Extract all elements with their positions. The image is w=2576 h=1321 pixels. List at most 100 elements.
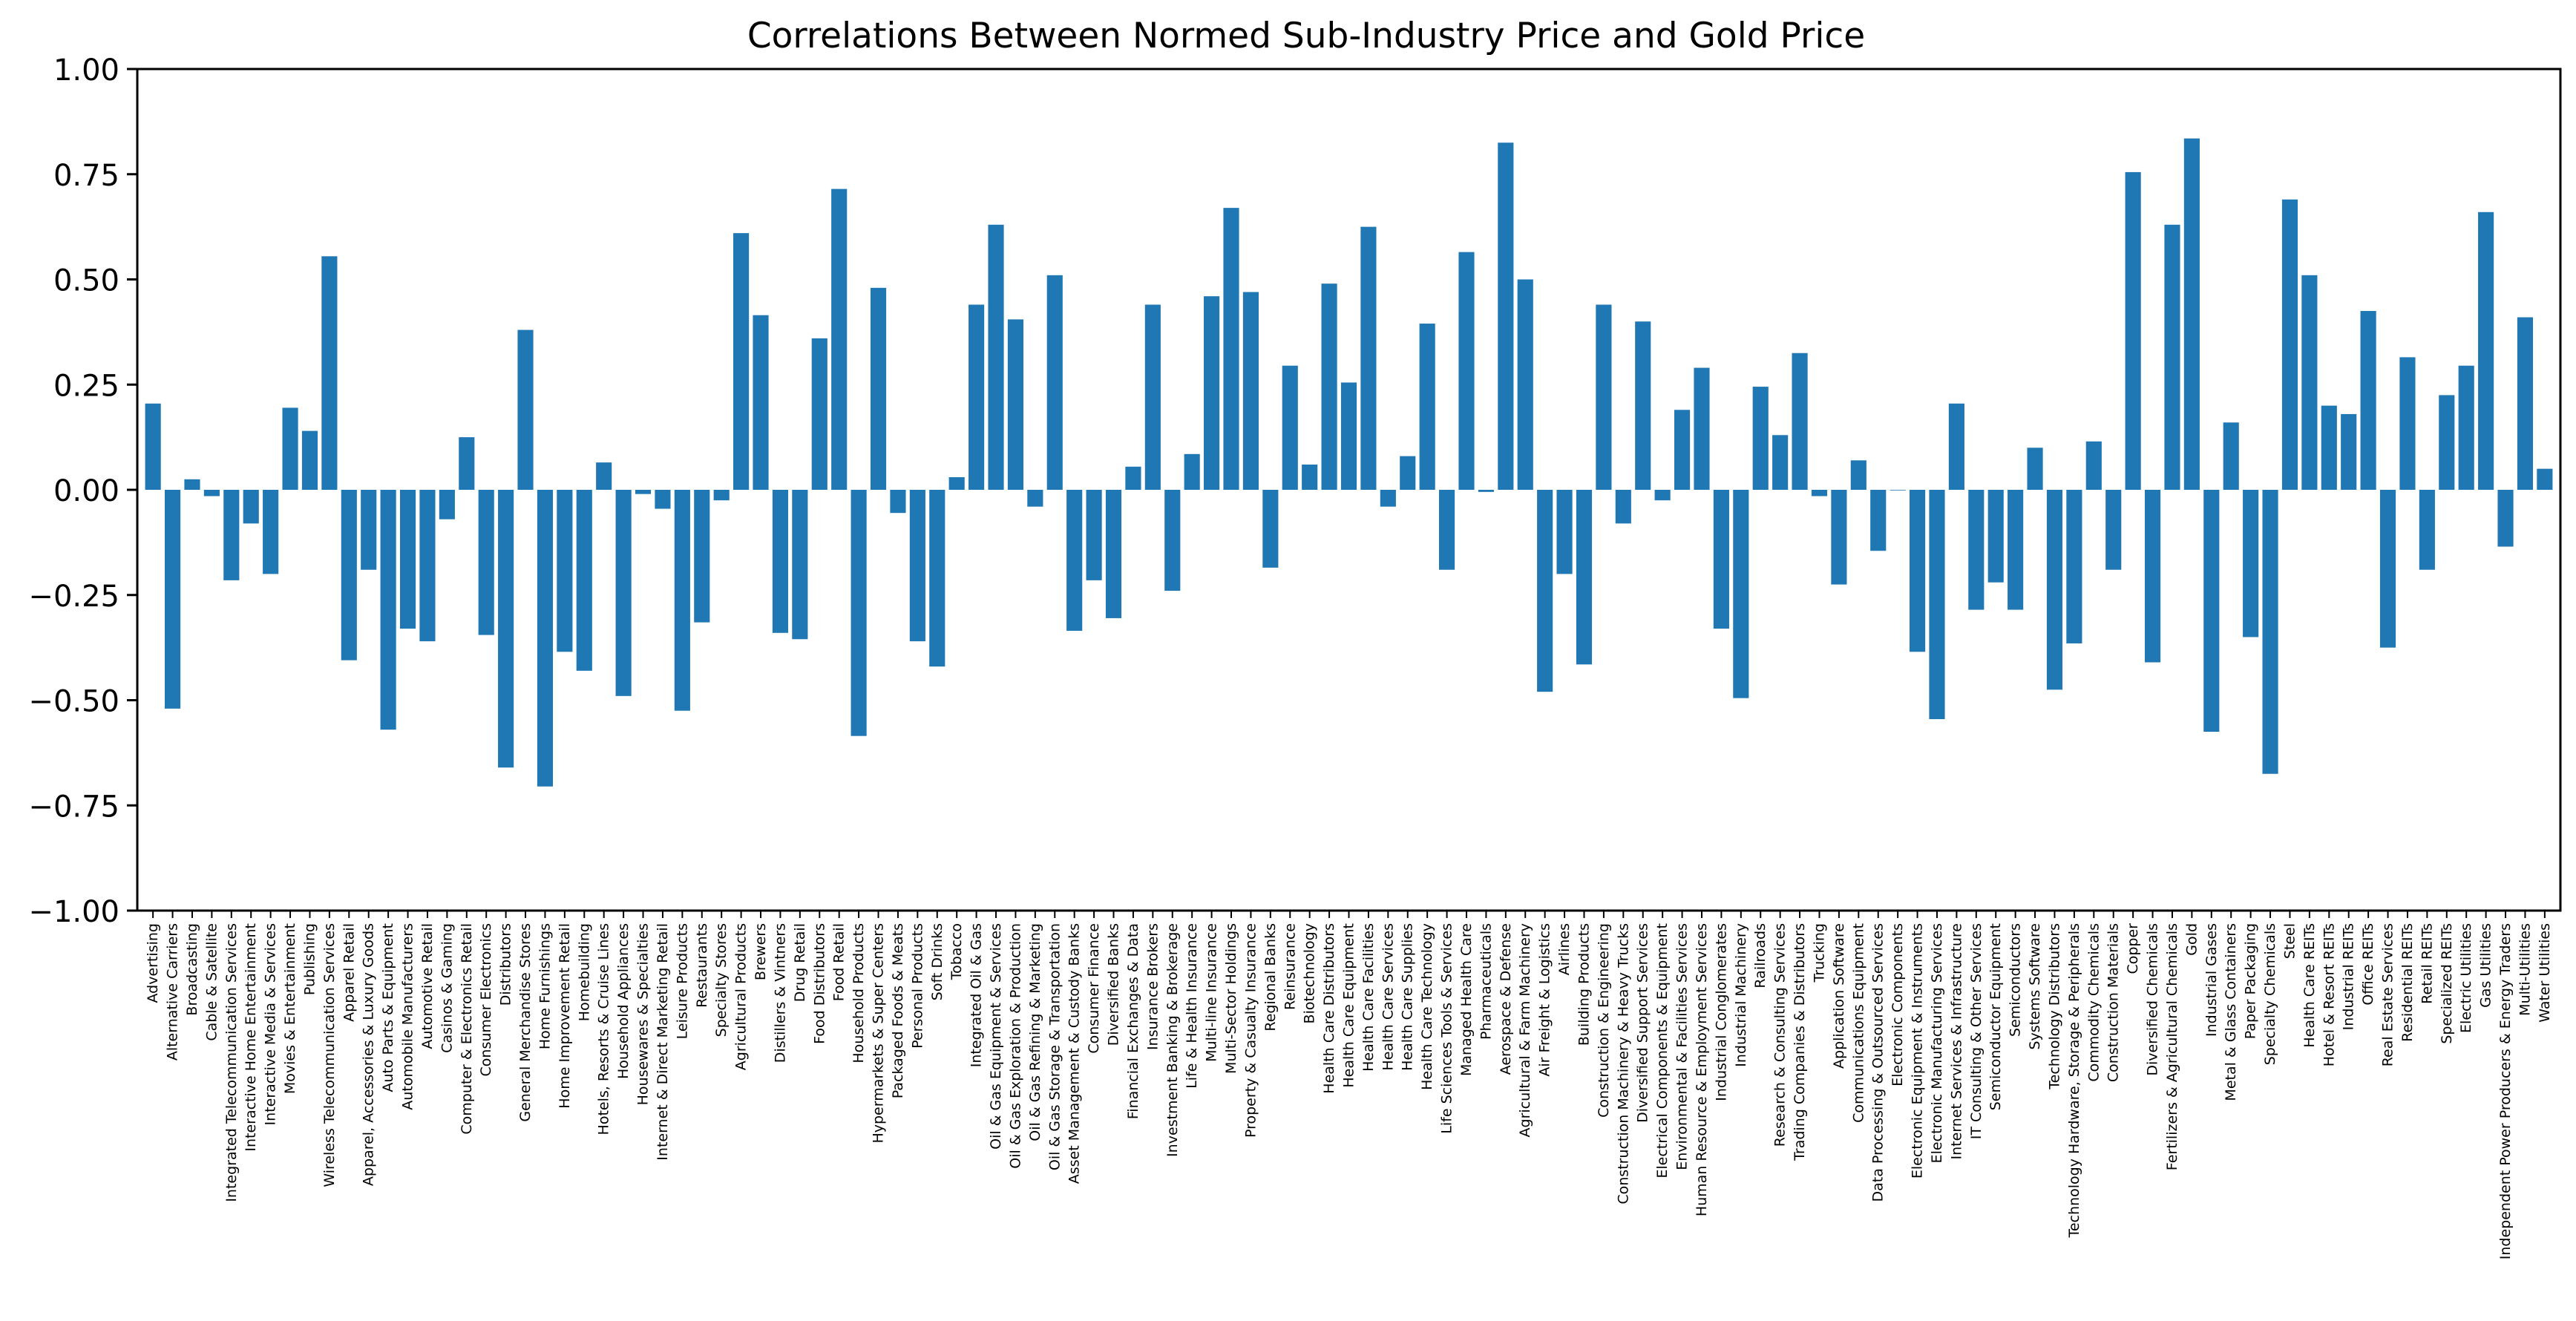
x-tick-label: Residential REITs [2399, 923, 2416, 1042]
x-tick-label: Food Distributors [811, 923, 827, 1044]
chart-title: Correlations Between Normed Sub-Industry… [747, 16, 1865, 56]
x-tick-label: Reinsurance [1282, 923, 1298, 1010]
bar [517, 330, 534, 490]
bar [1439, 490, 1455, 570]
bar [1105, 490, 1122, 618]
x-tick-label: Home Improvement Retail [557, 923, 573, 1109]
bar [1733, 490, 1749, 698]
x-tick-label: Automobile Manufacturers [400, 923, 416, 1110]
x-tick-label: Metal & Glass Containers [2223, 923, 2239, 1101]
bar [1282, 365, 1298, 490]
bar [988, 224, 1004, 490]
x-tick-label: Internet Services & Infrastructure [1948, 923, 1964, 1160]
x-tick-label: Specialty Chemicals [2262, 923, 2278, 1065]
bar [1792, 353, 1808, 490]
bar [321, 256, 338, 490]
bar [1615, 490, 1631, 524]
x-tick-label: Independent Power Producers & Energy Tra… [2497, 923, 2514, 1259]
x-tick-label: Multi-Sector Holdings [1223, 923, 1239, 1074]
bar [2478, 212, 2494, 490]
x-tick-label: Trucking [1811, 923, 1827, 983]
bar [419, 490, 436, 642]
x-tick-label: Electrical Components & Equipment [1654, 923, 1671, 1179]
bar [1340, 382, 1357, 490]
x-tick-label: Oil & Gas Equipment & Services [988, 923, 1004, 1150]
x-tick-label: Agricultural & Farm Machinery [1517, 923, 1533, 1137]
x-tick-label: Oil & Gas Exploration & Production [1007, 923, 1023, 1169]
bar [2203, 490, 2220, 732]
bar [2262, 490, 2278, 774]
x-tick-label: Semiconductors [2008, 923, 2024, 1037]
bar [1537, 490, 1553, 692]
x-tick-label: Interactive Media & Services [263, 923, 279, 1125]
bar [1890, 490, 1906, 491]
bar [811, 338, 827, 490]
x-tick-label: Technology Distributors [2046, 923, 2062, 1090]
bar [459, 437, 475, 490]
bar [1596, 304, 1612, 490]
bar [1302, 464, 1318, 490]
x-tick-label: Diversified Support Services [1635, 923, 1651, 1123]
x-tick-label: Soft Drinks [929, 923, 945, 1000]
x-tick-label: Distributors [498, 923, 514, 1006]
x-tick-label: Interactive Home Entertainment [243, 923, 259, 1152]
x-tick-label: Life & Health Insurance [1184, 923, 1200, 1089]
bar [1086, 490, 1102, 580]
x-tick-label: Biotechnology [1302, 923, 1318, 1023]
x-tick-label: Construction Machinery & Heavy Trucks [1615, 923, 1631, 1204]
x-tick-label: Diversified Banks [1106, 923, 1122, 1046]
x-tick-label: Electronic Equipment & Instruments [1910, 923, 1926, 1179]
bar [1400, 456, 1416, 490]
bar [1987, 490, 2004, 583]
x-tick-label: Auto Parts & Equipment [380, 923, 396, 1092]
bar [145, 403, 161, 490]
bar [1929, 490, 1945, 720]
bar [909, 490, 925, 642]
x-tick-label: Gold [2183, 923, 2200, 956]
bar [2008, 490, 2024, 610]
bar [1909, 490, 1926, 652]
bar [2497, 490, 2514, 547]
bar [1262, 490, 1279, 568]
x-tick-label: Health Care Equipment [1341, 923, 1357, 1088]
bar [1458, 252, 1475, 490]
bar [1419, 324, 1435, 490]
x-tick-label: Home Furnishings [537, 923, 553, 1049]
y-tick-label: 0.75 [53, 159, 119, 193]
bar [1713, 490, 1729, 629]
x-tick-label: Agricultural Products [733, 923, 750, 1070]
bar [1204, 296, 1220, 490]
x-tick-label: Broadcasting [184, 923, 200, 1016]
x-tick-label: Environmental & Facilities Services [1674, 923, 1691, 1170]
x-tick-label: Tobacco [948, 923, 965, 980]
x-tick-label: Pharmaceuticals [1478, 923, 1494, 1040]
x-tick-label: Casinos & Gaming [439, 923, 455, 1053]
x-tick-label: Housewares & Specialties [635, 923, 652, 1105]
bar [1125, 466, 1141, 490]
bar [2379, 490, 2396, 648]
x-tick-label: Semiconductor Equipment [1987, 923, 2004, 1110]
bar [831, 189, 848, 490]
bar [2321, 405, 2337, 490]
bar [184, 479, 200, 490]
x-tick-label: Communications Equipment [1850, 923, 1867, 1123]
bar [713, 490, 730, 501]
bar [596, 462, 612, 490]
x-tick-label: Consumer Finance [1086, 923, 1102, 1054]
bar [2066, 490, 2082, 643]
bar [2085, 441, 2102, 490]
bar [1027, 490, 1043, 507]
bar [1360, 226, 1377, 490]
bar [792, 490, 808, 640]
plot-frame [136, 68, 2562, 912]
y-tick-label: 0.25 [53, 369, 119, 403]
bar [2223, 422, 2239, 490]
bar [341, 490, 357, 660]
x-tick-label: Distillers & Vintners [772, 923, 788, 1063]
y-axis: −1.00 −0.75 −0.50 −0.25 0.00 0.25 0.50 0.75 1.00 [28, 53, 137, 929]
bar [948, 476, 965, 490]
bar [1752, 387, 1769, 490]
bar [1321, 283, 1337, 490]
bar [2517, 317, 2534, 490]
x-tick-label: Industrial Conglomerates [1713, 923, 1729, 1101]
